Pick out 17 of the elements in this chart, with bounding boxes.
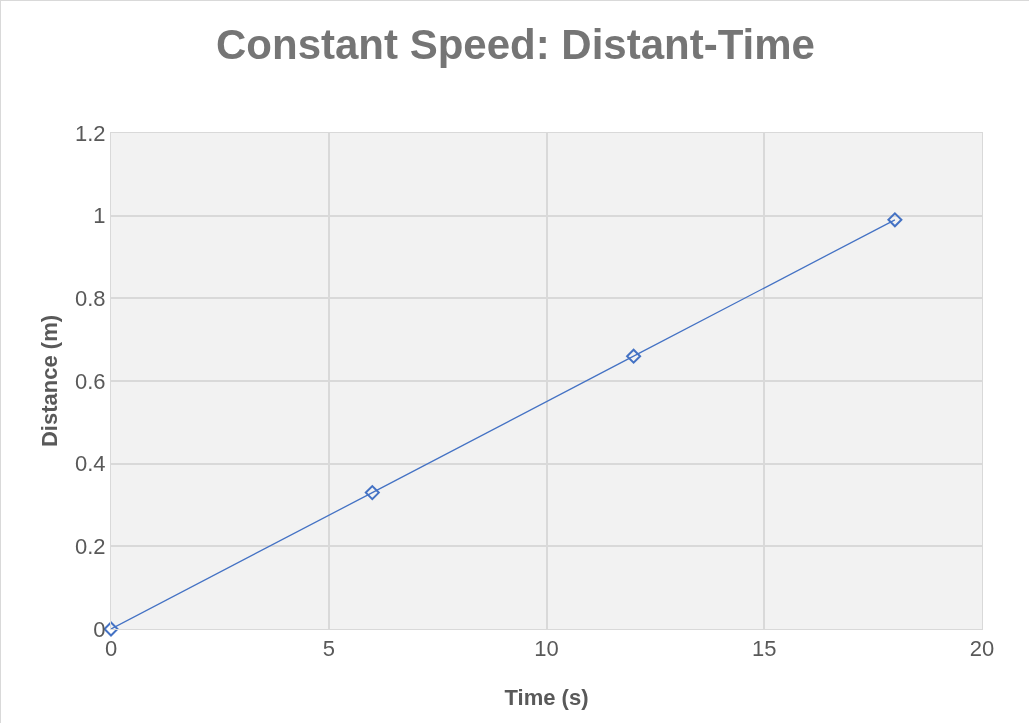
x-axis-title: Time (s) <box>504 685 589 710</box>
x-tick-label: 10 <box>534 636 559 662</box>
point <box>364 485 380 501</box>
y-tick-label: 0.6 <box>75 368 106 394</box>
y-tick-label: 0 <box>93 616 106 642</box>
y-tick-label: 1.2 <box>75 120 106 146</box>
y-tick-label: 0.2 <box>75 534 106 560</box>
x-tick-label: 5 <box>322 636 335 662</box>
y-tick-label: 1 <box>93 203 106 229</box>
x-tick-label: 15 <box>752 636 777 662</box>
y-axis-title: Distance (m) <box>37 314 62 448</box>
x-tick-label: 20 <box>969 636 995 662</box>
y-tick-label: 0.8 <box>75 286 106 312</box>
y-tick-label: 0.4 <box>75 451 106 477</box>
point <box>887 212 903 228</box>
chart-title: Constant Speed: Distant-Time <box>216 21 815 69</box>
point <box>626 348 642 364</box>
